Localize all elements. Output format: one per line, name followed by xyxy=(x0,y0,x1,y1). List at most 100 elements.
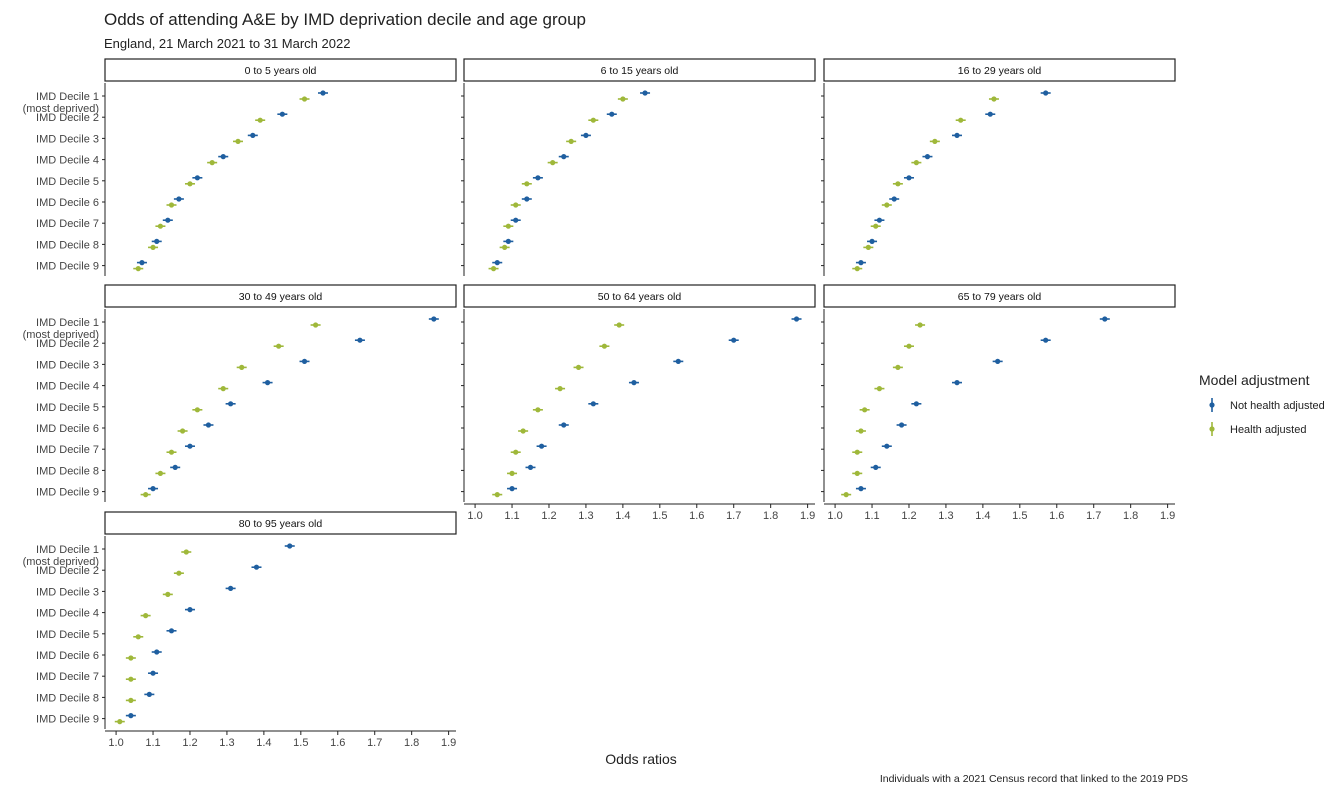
facet-strip xyxy=(104,58,457,82)
x-tick-label: 1.2 xyxy=(182,737,197,749)
x-tick-label: 1.1 xyxy=(864,510,879,522)
y-tick-label: IMD Decile 6 xyxy=(36,650,99,662)
point-not-health-adjusted xyxy=(513,217,519,223)
y-tick-label: IMD Decile 1 xyxy=(36,91,99,103)
point-health-adjusted xyxy=(165,591,171,598)
point-not-health-adjusted xyxy=(731,337,737,343)
point-health-adjusted xyxy=(168,449,175,455)
point-not-health-adjusted xyxy=(858,486,864,492)
x-tick-label: 1.4 xyxy=(975,510,990,522)
point-not-health-adjusted xyxy=(154,238,160,244)
point-not-health-adjusted xyxy=(590,401,596,407)
point-health-adjusted xyxy=(187,181,193,187)
point-health-adjusted xyxy=(854,470,860,476)
point-not-health-adjusted xyxy=(320,90,326,96)
point-not-health-adjusted xyxy=(505,238,511,244)
y-tick-label: (most deprived) xyxy=(23,329,99,341)
y-tick-label: IMD Decile 3 xyxy=(36,586,99,598)
point-health-adjusted xyxy=(194,407,200,413)
point-not-health-adjusted xyxy=(538,443,545,449)
point-not-health-adjusted xyxy=(873,464,879,470)
point-health-adjusted xyxy=(135,634,141,640)
y-tick-label: IMD Decile 7 xyxy=(36,218,99,230)
point-health-adjusted xyxy=(520,428,526,434)
point-health-adjusted xyxy=(150,244,156,250)
point-not-health-adjusted xyxy=(250,132,256,138)
facet-strip-label: 50 to 64 years old xyxy=(598,291,682,303)
x-tick-label: 1.1 xyxy=(145,737,160,749)
y-tick-label: IMD Decile 3 xyxy=(36,359,99,371)
point-health-adjusted xyxy=(991,96,997,102)
point-not-health-adjusted xyxy=(642,90,648,96)
point-health-adjusted xyxy=(858,428,864,434)
y-tick-label: IMD Decile 7 xyxy=(36,444,99,456)
point-health-adjusted xyxy=(601,343,608,349)
point-not-health-adjusted xyxy=(631,380,637,386)
point-not-health-adjusted xyxy=(924,154,931,160)
point-health-adjusted xyxy=(913,160,919,166)
point-not-health-adjusted xyxy=(128,713,134,719)
y-tick-label: IMD Decile 9 xyxy=(36,714,99,726)
point-health-adjusted xyxy=(301,96,308,102)
point-health-adjusted xyxy=(865,244,871,250)
point-not-health-adjusted xyxy=(583,132,589,138)
point-not-health-adjusted xyxy=(869,238,875,244)
point-health-adjusted xyxy=(854,449,860,455)
point-health-adjusted xyxy=(505,223,511,229)
point-health-adjusted xyxy=(876,386,883,392)
y-tick-label: IMD Decile 4 xyxy=(36,155,99,167)
point-health-adjusted xyxy=(313,322,319,328)
point-not-health-adjusted xyxy=(535,175,541,181)
point-not-health-adjusted xyxy=(898,422,905,428)
point-health-adjusted xyxy=(620,96,626,102)
point-health-adjusted xyxy=(494,492,500,498)
point-health-adjusted xyxy=(873,223,879,229)
point-not-health-adjusted xyxy=(561,154,567,160)
point-not-health-adjusted xyxy=(1043,90,1049,96)
point-health-adjusted xyxy=(854,266,860,272)
point-not-health-adjusted xyxy=(527,464,534,470)
point-health-adjusted xyxy=(958,117,964,123)
chart-caption: Individuals with a 2021 Census record th… xyxy=(880,773,1188,785)
x-tick-label: 1.6 xyxy=(689,510,704,522)
point-health-adjusted xyxy=(235,138,241,144)
point-not-health-adjusted xyxy=(357,337,363,343)
point-health-adjusted xyxy=(128,676,134,682)
y-tick-label: IMD Decile 6 xyxy=(36,423,99,435)
point-not-health-adjusted xyxy=(205,422,212,428)
x-tick-label: 1.5 xyxy=(293,737,308,749)
point-health-adjusted xyxy=(490,266,497,272)
point-health-adjusted xyxy=(176,570,182,576)
point-health-adjusted xyxy=(513,202,519,208)
point-health-adjusted xyxy=(276,343,282,349)
x-tick-label: 1.0 xyxy=(827,510,842,522)
point-not-health-adjusted xyxy=(139,260,145,266)
point-not-health-adjusted xyxy=(165,217,171,223)
point-not-health-adjusted xyxy=(220,154,226,160)
facet-strip-label: 30 to 49 years old xyxy=(239,291,323,303)
legend-key-point xyxy=(1209,402,1215,408)
y-tick-label: IMD Decile 1 xyxy=(36,544,99,556)
point-not-health-adjusted xyxy=(187,607,193,613)
facet-strip-label: 0 to 5 years old xyxy=(245,65,317,77)
point-health-adjusted xyxy=(143,492,149,498)
y-tick-label: IMD Decile 9 xyxy=(36,261,99,273)
point-health-adjusted xyxy=(183,549,189,555)
point-health-adjusted xyxy=(509,470,515,476)
point-not-health-adjusted xyxy=(264,380,271,386)
point-not-health-adjusted xyxy=(609,111,615,117)
point-health-adjusted xyxy=(117,719,123,725)
facet-strip-label: 65 to 79 years old xyxy=(958,291,1042,303)
point-not-health-adjusted xyxy=(228,585,234,592)
point-health-adjusted xyxy=(616,322,622,328)
point-health-adjusted xyxy=(575,364,582,370)
point-health-adjusted xyxy=(557,386,563,392)
point-health-adjusted xyxy=(128,655,134,661)
legend-title: Model adjustment xyxy=(1199,372,1310,388)
point-not-health-adjusted xyxy=(1043,337,1049,343)
point-not-health-adjusted xyxy=(279,111,285,117)
chart-title: Odds of attending A&E by IMD deprivation… xyxy=(104,10,586,29)
facet-strip-label: 80 to 95 years old xyxy=(239,518,323,530)
x-tick-label: 1.3 xyxy=(938,510,953,522)
y-tick-label: IMD Decile 6 xyxy=(36,197,99,209)
